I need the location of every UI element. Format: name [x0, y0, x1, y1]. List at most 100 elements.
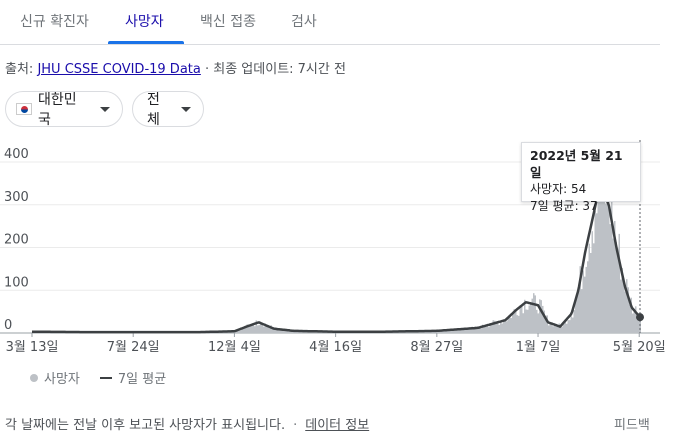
- tab-deaths[interactable]: 사망자: [125, 14, 164, 30]
- daily-bar: [449, 330, 451, 333]
- daily-bar: [518, 315, 520, 333]
- daily-bar: [245, 327, 247, 333]
- daily-bar: [251, 325, 253, 333]
- daily-bar: [470, 328, 472, 333]
- daily-bar: [594, 211, 596, 333]
- tab-testing[interactable]: 검사: [291, 14, 317, 30]
- daily-bar: [560, 325, 562, 333]
- y-tick-label: 300: [4, 190, 29, 205]
- daily-bar: [269, 326, 271, 333]
- daily-bar: [461, 328, 463, 333]
- tab-new-cases[interactable]: 신규 확진자: [20, 14, 89, 30]
- source-link[interactable]: JHU CSSE COVID-19 Data: [37, 62, 201, 77]
- daily-bar: [464, 328, 466, 333]
- x-tick-label: 4월 16일: [309, 340, 362, 355]
- footer-text: 각 날짜에는 전날 이후 보고된 사망자가 표시됩니다.: [5, 418, 286, 433]
- x-tick-label: 7월 24일: [107, 340, 160, 355]
- tab-bar: 신규 확진자 사망자 백신 접종 검사: [0, 0, 660, 45]
- deaths-chart[interactable]: 0 100 200 300 400 3월 13일 7월 24일 12월 4일 4월 16일 8월 …: [0, 140, 666, 360]
- daily-bar: [462, 328, 464, 333]
- daily-bar: [254, 326, 256, 333]
- daily-bar: [467, 329, 469, 333]
- daily-bar: [602, 147, 604, 333]
- daily-bar: [572, 317, 574, 333]
- daily-bar: [531, 298, 533, 333]
- daily-bar: [591, 231, 593, 333]
- region-dropdown[interactable]: 대한민국: [5, 91, 123, 128]
- daily-bar: [576, 293, 578, 333]
- footer-note: 각 날짜에는 전날 이후 보고된 사망자가 표시됩니다. · 데이터 정보: [5, 414, 369, 433]
- legend-dot-icon: [30, 373, 38, 382]
- tooltip-date: 2022년 5월 21일: [530, 148, 623, 180]
- daily-bar: [608, 199, 610, 333]
- daily-bar: [617, 248, 619, 333]
- daily-bar: [440, 330, 442, 333]
- range-dropdown[interactable]: 전체: [132, 91, 204, 128]
- daily-bar: [638, 315, 640, 333]
- range-label: 전체: [147, 92, 160, 128]
- daily-bar: [477, 326, 479, 333]
- daily-bar: [267, 326, 269, 333]
- daily-bar: [626, 279, 628, 333]
- daily-bar: [552, 326, 554, 333]
- daily-bar: [282, 329, 284, 333]
- daily-bar: [623, 278, 625, 333]
- x-tick-label: 1월 7일: [516, 340, 561, 355]
- daily-bar: [473, 327, 475, 333]
- daily-bar: [525, 309, 527, 333]
- y-tick-label: 100: [4, 275, 29, 290]
- daily-bar: [611, 188, 613, 333]
- tab-vaccination[interactable]: 백신 접종: [200, 14, 256, 30]
- daily-bar: [450, 330, 452, 333]
- chevron-down-icon: [100, 106, 110, 112]
- daily-bar: [458, 328, 460, 333]
- korea-flag-icon: [16, 103, 32, 115]
- daily-bar: [489, 325, 491, 333]
- daily-bar: [272, 327, 274, 333]
- daily-bar: [546, 315, 548, 333]
- daily-bar: [536, 309, 538, 333]
- daily-bar: [528, 305, 530, 333]
- x-tick-label: 5월 20일: [613, 340, 666, 355]
- daily-bar: [482, 324, 484, 333]
- feedback-link[interactable]: 피드백: [614, 418, 650, 433]
- x-tick-label: 3월 13일: [6, 340, 59, 355]
- daily-bar: [539, 299, 541, 333]
- daily-bar: [557, 326, 559, 333]
- daily-bar: [239, 330, 241, 333]
- legend-line-icon: [99, 376, 112, 379]
- daily-bar: [255, 320, 257, 333]
- daily-bar: [605, 203, 607, 333]
- daily-bar: [237, 330, 239, 333]
- data-info-link[interactable]: 데이터 정보: [305, 418, 370, 433]
- daily-bar: [488, 327, 490, 333]
- daily-bar: [459, 328, 461, 333]
- daily-bar: [527, 309, 529, 333]
- daily-bar: [533, 293, 535, 333]
- daily-bar: [260, 324, 262, 333]
- daily-bar: [512, 311, 514, 333]
- daily-bar: [540, 300, 542, 333]
- daily-bar: [497, 321, 499, 333]
- daily-bar: [453, 329, 455, 333]
- daily-bar: [530, 303, 532, 333]
- daily-bar: [606, 170, 608, 333]
- daily-bar: [236, 330, 238, 333]
- daily-bar: [537, 313, 539, 333]
- daily-bar: [564, 319, 566, 333]
- daily-bar: [275, 329, 277, 333]
- daily-bar: [599, 191, 601, 333]
- daily-bar: [630, 297, 632, 333]
- active-tab-indicator: [108, 41, 184, 44]
- daily-bar: [263, 326, 265, 333]
- daily-bar: [570, 316, 572, 333]
- y-tick-label: 400: [4, 147, 29, 162]
- daily-bar: [543, 310, 545, 333]
- daily-bar: [563, 321, 565, 333]
- daily-bar: [615, 242, 617, 333]
- daily-bar: [498, 324, 500, 333]
- daily-bar: [575, 300, 577, 333]
- daily-bar: [270, 325, 272, 333]
- daily-bar: [614, 221, 616, 333]
- daily-bar: [264, 323, 266, 333]
